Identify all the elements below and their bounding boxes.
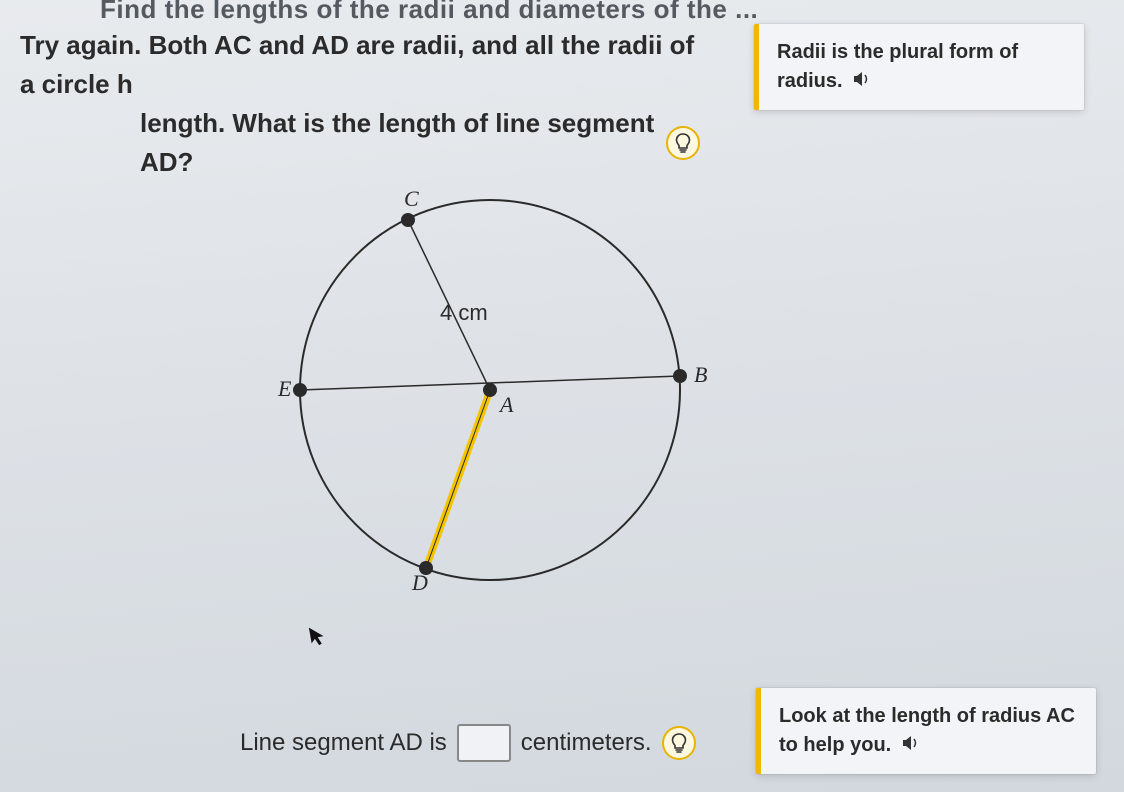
answer-prefix: Line segment AD is xyxy=(240,729,447,757)
answer-suffix: centimeters. xyxy=(521,729,652,757)
svg-text:C: C xyxy=(404,186,419,211)
feedback-line-1: Try again. Both AC and AD are radii, and… xyxy=(20,26,700,104)
feedback-block: Try again. Both AC and AD are radii, and… xyxy=(20,26,700,182)
speaker-icon[interactable] xyxy=(902,735,922,756)
hint-popover-bottom-text: Look at the length of radius AC to help … xyxy=(779,705,1075,756)
breadcrumb-cutoff: Find the lengths of the radii and diamet… xyxy=(100,0,758,25)
circle-diagram: A B C D E 4 cm xyxy=(240,160,740,620)
mouse-cursor-icon xyxy=(308,624,331,655)
svg-text:E: E xyxy=(277,376,292,401)
hint-popover-top-text: Radii is the plural form of radius. xyxy=(777,41,1018,92)
answer-row: Line segment AD is centimeters. xyxy=(240,724,696,762)
hint-popover-bottom: Look at the length of radius AC to help … xyxy=(756,688,1096,774)
answer-input[interactable] xyxy=(457,724,511,762)
svg-text:A: A xyxy=(498,392,514,417)
speaker-icon[interactable] xyxy=(853,71,873,92)
svg-text:4 cm: 4 cm xyxy=(440,300,488,325)
svg-text:B: B xyxy=(694,362,707,387)
hint-popover-top: Radii is the plural form of radius. xyxy=(754,24,1084,110)
hint-bulb-icon[interactable] xyxy=(666,126,700,160)
hint-bulb-icon[interactable] xyxy=(662,726,696,760)
svg-text:D: D xyxy=(411,570,428,595)
